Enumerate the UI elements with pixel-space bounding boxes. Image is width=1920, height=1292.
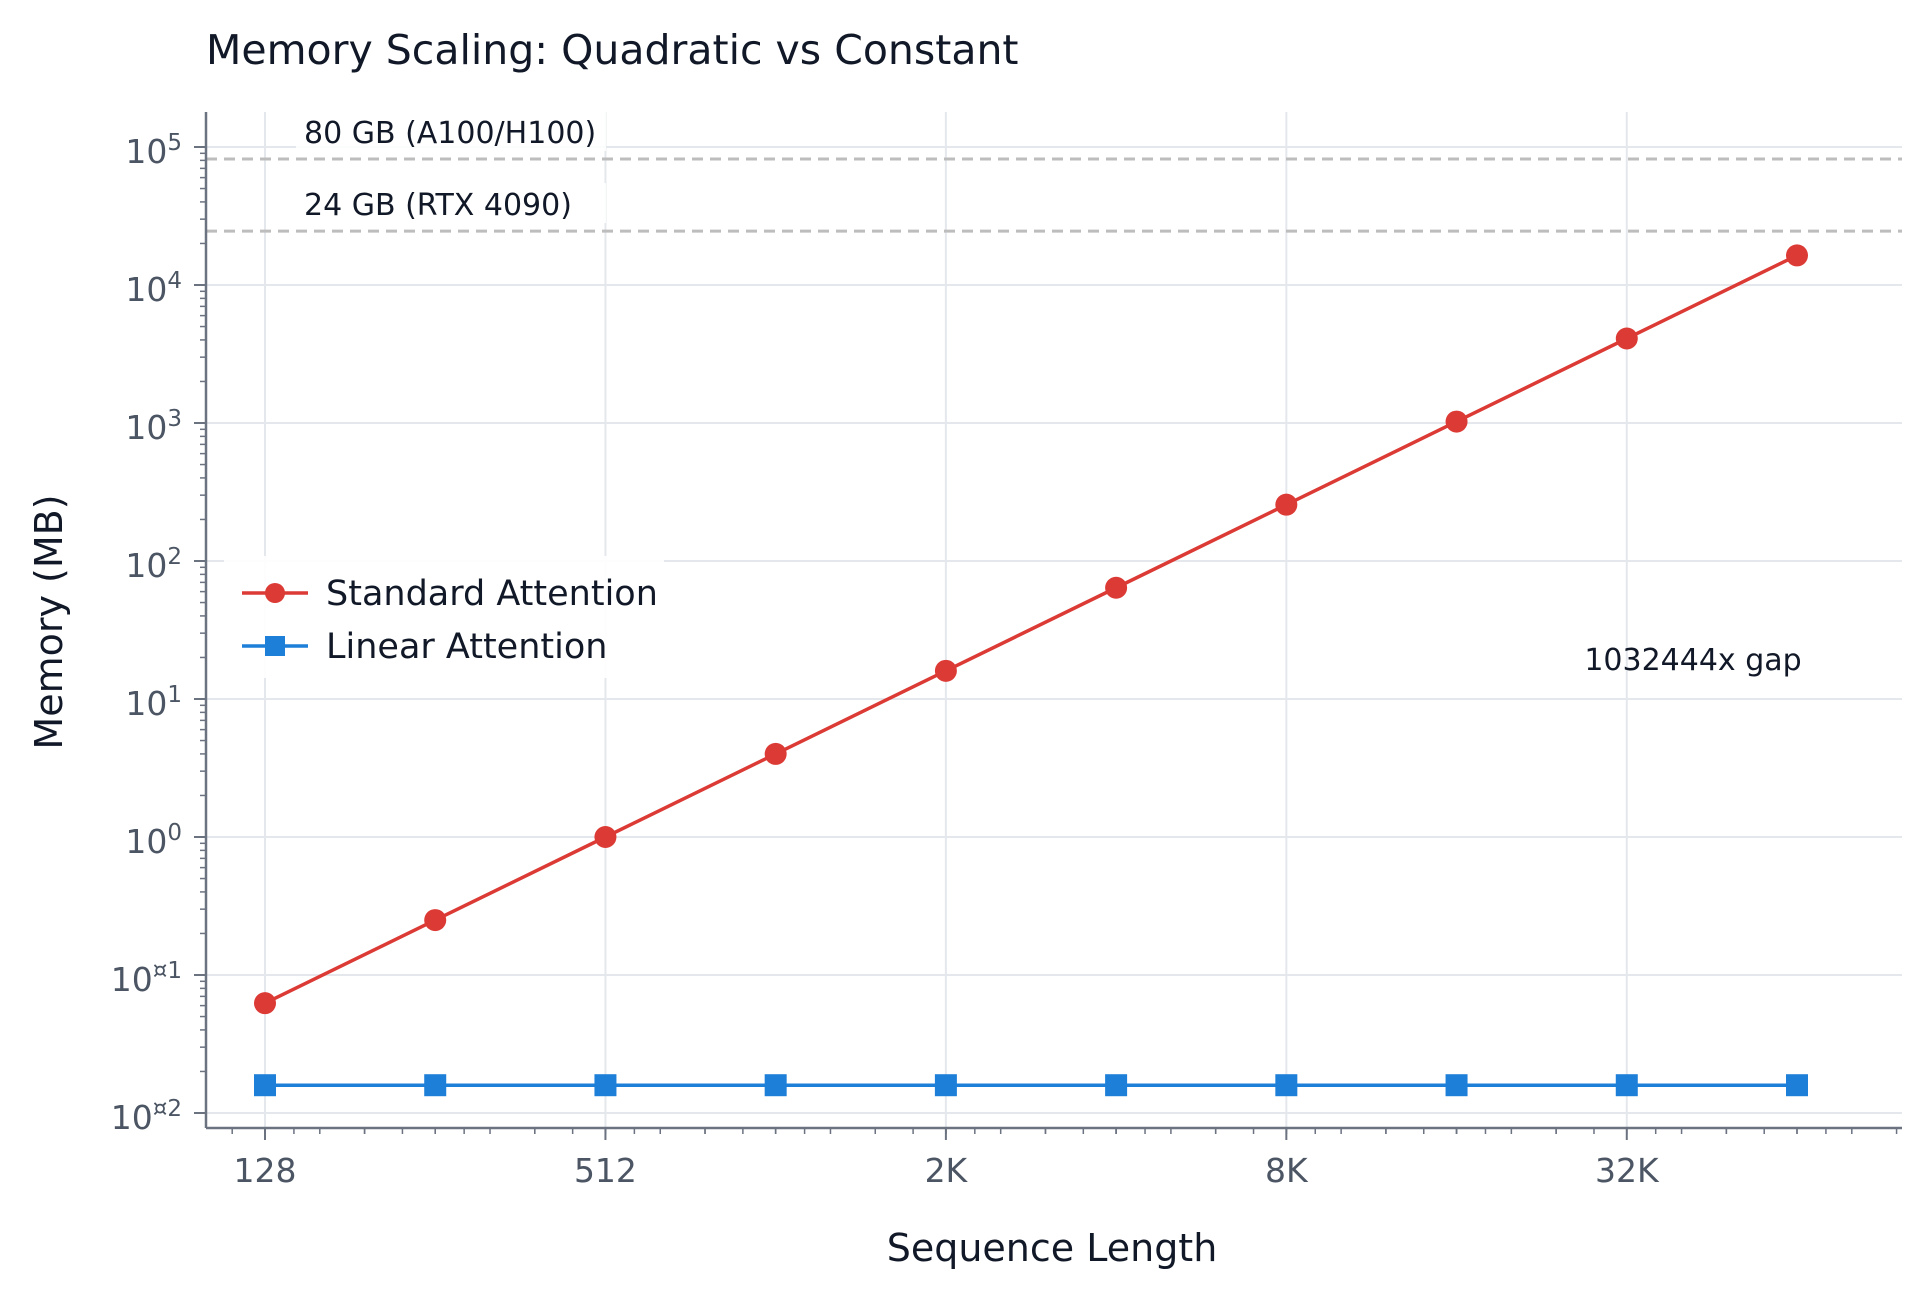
data-point [1615,1074,1638,1097]
x-tick-label: 8K [1265,1151,1309,1190]
data-point [594,826,617,848]
y-tick-label: 103 [125,406,182,447]
data-point [594,1074,617,1097]
legend-standard-label: Standard Attention [326,574,658,614]
reference-line-label: 80 GB (A100/H100) [304,116,596,151]
y-tick-label: 104 [125,268,182,309]
reference-line-label: 24 GB (RTX 4090) [304,188,572,223]
legend-box [224,556,664,678]
series-line [264,253,1798,1005]
data-point [424,909,447,932]
legend-linear-label: Linear Attention [326,627,607,667]
data-point [1615,327,1638,350]
y-tick-label: 102 [125,544,182,585]
y-axis-label: Memory (MB) [27,494,71,749]
y-tick-label: 10¤2 [111,1096,182,1137]
axes [204,112,1902,1130]
data-point [1445,1074,1468,1097]
legend: Standard Attention Linear Attention [224,556,664,678]
reference-label-bg [296,110,606,151]
data-point [1786,1074,1808,1097]
data-point [1275,493,1298,516]
data-point [1445,410,1468,433]
y-axis-ticks: 105 104 103 102 101 100 10¤1 10¤2 [111,130,206,1137]
series-layer [254,244,1808,1097]
chart-title: Memory Scaling: Quadratic vs Constant [206,26,1019,74]
x-axis-label: Sequence Length [887,1226,1218,1270]
data-point [1275,1074,1298,1097]
y-tick-label: 10¤1 [111,958,182,999]
data-point [1105,1074,1128,1097]
y-tick-label: 105 [125,130,182,171]
data-point [1105,576,1128,599]
data-point [764,1074,787,1097]
y-tick-label: 100 [125,820,182,861]
data-point [934,659,957,682]
data-point [424,1074,447,1097]
x-tick-label: 128 [234,1151,297,1190]
x-tick-label: 512 [574,1151,637,1190]
legend-linear-marker [265,636,285,656]
data-point [254,1074,276,1097]
reference-lines: 80 GB (A100/H100) 24 GB (RTX 4090) [206,110,1902,233]
data-point [254,992,276,1015]
x-tick-label: 2K [925,1151,969,1190]
reference-label-bg [296,183,606,224]
data-point [764,742,787,765]
gap-annotation: 1032444x gap [1584,643,1801,678]
data-point [1786,244,1808,267]
x-tick-label: 32K [1595,1151,1660,1190]
x-axis-ticks: 128 512 2K 8K 32K [231,1128,1898,1190]
data-point [934,1074,957,1097]
y-tick-label: 101 [125,682,182,723]
legend-standard-marker [265,583,285,603]
